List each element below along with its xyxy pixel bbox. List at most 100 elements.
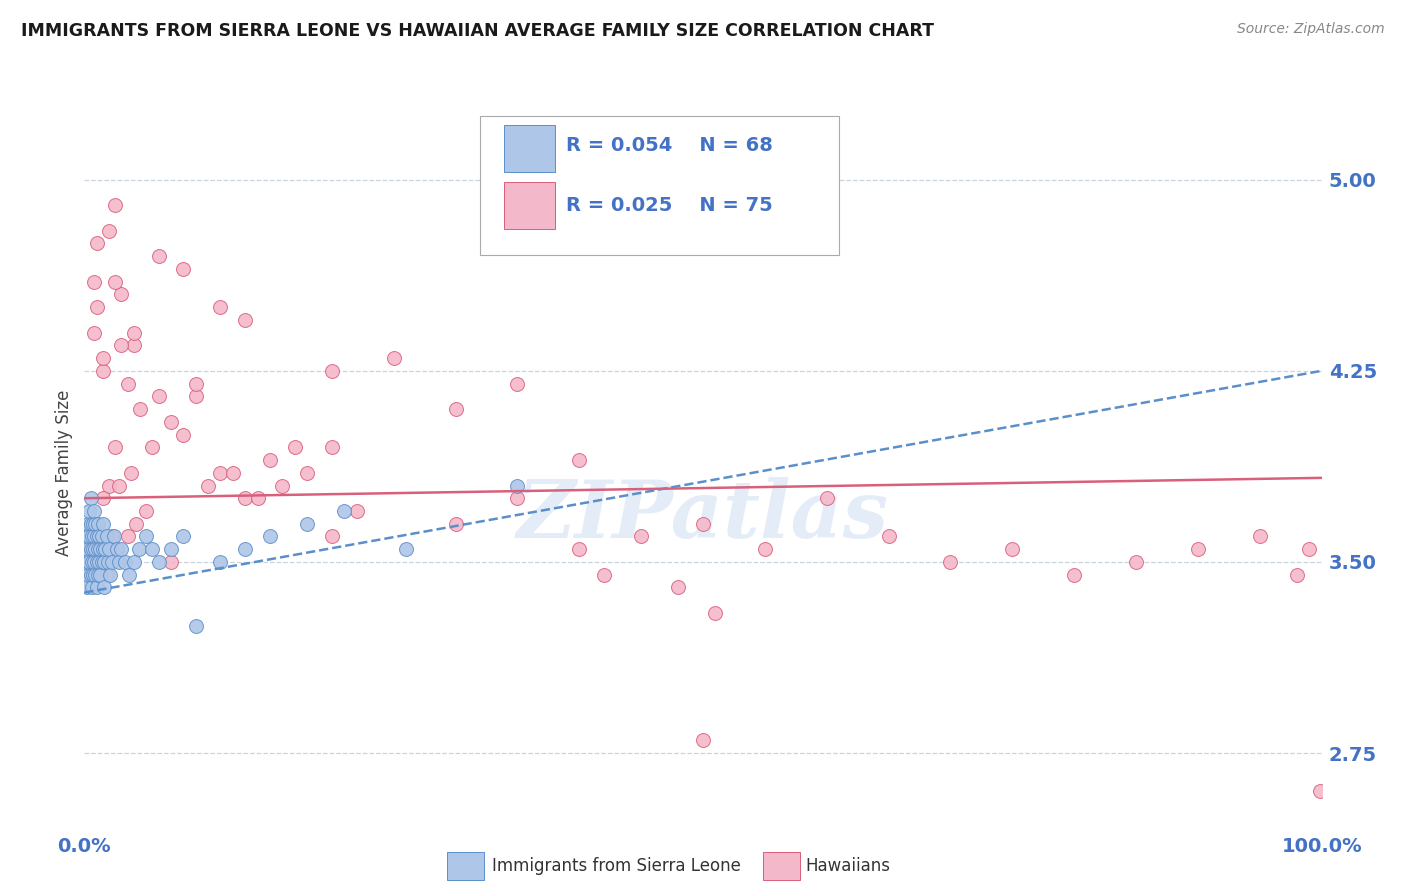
Point (79, 567, 101, 582)
Point (184, 376, 207, 391)
Point (114, 555, 136, 569)
Point (1063, 567, 1085, 582)
Point (93, 555, 115, 569)
Point (76, 529, 98, 543)
Point (87, 516, 110, 531)
Point (98, 567, 121, 582)
Point (84, 542, 107, 557)
Point (141, 440, 163, 454)
Point (86, 236, 108, 251)
Point (346, 504, 368, 518)
Point (89, 567, 111, 582)
Point (271, 478, 294, 492)
Point (122, 326, 145, 340)
Point (108, 478, 131, 492)
Point (83, 555, 105, 569)
Point (321, 529, 343, 543)
Point (79, 516, 101, 531)
Point (233, 313, 256, 327)
Point (129, 402, 152, 417)
FancyBboxPatch shape (503, 182, 554, 228)
Point (160, 415, 183, 429)
Point (382, 351, 405, 365)
Point (77, 567, 100, 582)
Point (568, 542, 591, 557)
Point (118, 567, 141, 582)
Point (321, 440, 343, 454)
Point (90, 529, 112, 543)
Point (209, 466, 232, 480)
FancyBboxPatch shape (481, 116, 839, 255)
Point (83, 326, 105, 340)
Text: Hawaiians: Hawaiians (806, 857, 890, 875)
Point (79, 542, 101, 557)
Point (86, 581, 108, 595)
Point (128, 542, 150, 557)
Text: R = 0.054    N = 68: R = 0.054 N = 68 (565, 136, 772, 155)
Point (83, 275, 105, 289)
Point (79, 529, 101, 543)
Point (84, 516, 107, 531)
Point (89, 542, 111, 557)
Point (135, 504, 157, 518)
Point (76, 581, 98, 595)
Point (877, 529, 900, 543)
Point (135, 529, 157, 543)
Point (89, 555, 111, 569)
Point (125, 516, 148, 531)
Point (87, 542, 110, 557)
Point (259, 529, 281, 543)
Point (209, 300, 232, 314)
Point (96, 529, 118, 543)
Point (82, 516, 104, 531)
Text: R = 0.025    N = 75: R = 0.025 N = 75 (565, 195, 772, 215)
Point (295, 466, 318, 480)
Point (506, 478, 529, 492)
Point (90, 555, 112, 569)
Point (82, 567, 104, 582)
Point (98, 224, 121, 238)
Point (1187, 542, 1209, 557)
Point (91, 364, 114, 378)
Point (815, 491, 838, 506)
Point (91, 516, 114, 531)
Point (692, 733, 714, 747)
Point (110, 338, 132, 352)
Point (395, 542, 418, 557)
Point (80, 555, 103, 569)
Point (105, 542, 128, 557)
Point (83, 504, 105, 518)
Point (98, 542, 121, 557)
Point (98, 478, 121, 492)
Point (148, 249, 170, 263)
Point (79, 555, 101, 569)
Point (704, 606, 727, 620)
Point (79, 491, 101, 506)
Point (160, 555, 183, 569)
Point (1249, 529, 1271, 543)
Point (692, 516, 714, 531)
Point (148, 389, 170, 403)
Point (82, 542, 104, 557)
Point (172, 529, 194, 543)
Point (666, 581, 689, 595)
Point (259, 453, 281, 467)
Point (506, 376, 529, 391)
Point (91, 542, 114, 557)
Point (122, 555, 145, 569)
Point (79, 504, 101, 518)
Point (284, 440, 307, 454)
Point (110, 542, 132, 557)
Point (1001, 542, 1024, 557)
Point (84, 567, 107, 582)
Point (100, 529, 122, 543)
Point (75, 555, 97, 569)
Point (104, 275, 127, 289)
Point (939, 555, 962, 569)
Point (184, 618, 207, 632)
Point (96, 567, 118, 582)
Point (104, 440, 127, 454)
Point (94, 542, 117, 557)
Point (444, 516, 467, 531)
Point (209, 555, 232, 569)
